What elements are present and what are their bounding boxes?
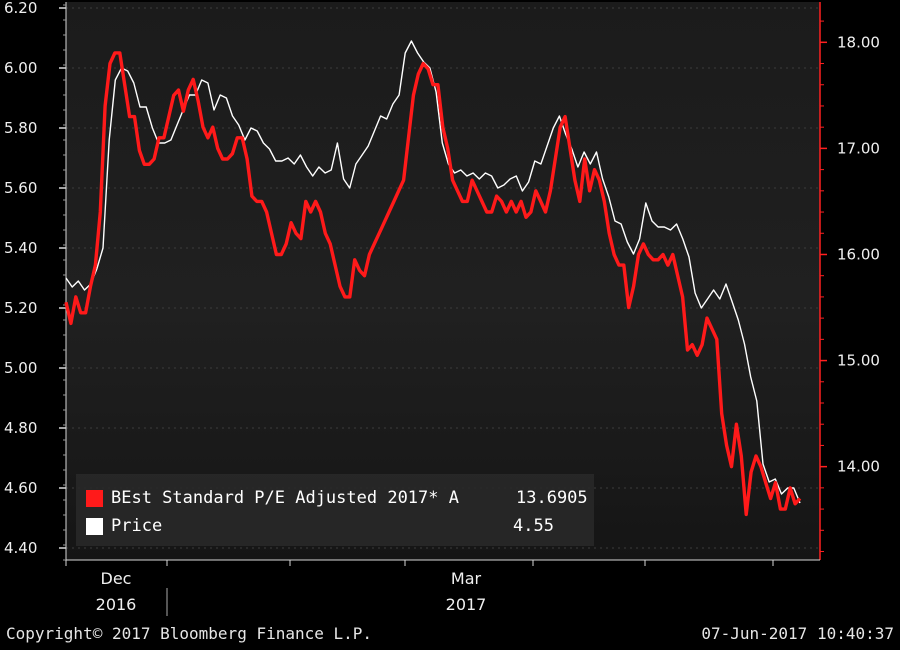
left-axis: 6.20 6.00 5.80 5.60 5.40 5.20 5.00 4.80 4.60 4.40: [4, 0, 66, 561]
legend-value-pe: 13.6905: [516, 488, 588, 508]
left-tick-label: 6.00: [4, 59, 37, 77]
legend-label-pe: BEst Standard P/E Adjusted 2017* A: [111, 488, 459, 508]
right-tick-label: 18.00: [837, 33, 880, 51]
right-tick-label: 16.00: [837, 245, 880, 263]
x-month-label: Dec: [101, 569, 132, 588]
timestamp-text: 07-Jun-2017 10:40:37: [701, 624, 894, 643]
left-tick-label: 4.60: [4, 479, 37, 497]
left-tick-label: 6.20: [4, 0, 37, 17]
legend-swatch-pe: [86, 490, 103, 507]
x-year-label: 2017: [446, 595, 487, 614]
right-tick-label: 17.00: [837, 139, 880, 157]
x-year-label: 2016: [96, 595, 137, 614]
legend-label-price: Price: [111, 516, 163, 536]
legend-value-price: 4.55: [513, 516, 554, 536]
left-tick-label: 5.80: [4, 119, 37, 137]
left-tick-label: 5.40: [4, 239, 37, 257]
legend-swatch-price: [86, 518, 103, 535]
left-tick-label: 5.20: [4, 299, 37, 317]
copyright-text: Copyright© 2017 Bloomberg Finance L.P.: [6, 624, 373, 643]
right-axis: 18.00 17.00 16.00 15.00 14.00: [820, 20, 880, 553]
series-layer: [64, 40, 802, 517]
x-month-label: Mar: [451, 569, 482, 588]
left-tick-label: 4.40: [4, 539, 37, 557]
legend: BEst Standard P/E Adjusted 2017* A 13.69…: [76, 474, 594, 546]
left-tick-label: 5.60: [4, 179, 37, 197]
right-tick-label: 14.00: [837, 458, 880, 476]
series-line-pe: [64, 51, 802, 517]
x-axis: Dec 2016 Mar 2017: [65, 560, 774, 616]
left-tick-label: 5.00: [4, 359, 37, 377]
right-tick-label: 15.00: [837, 352, 880, 370]
left-tick-label: 4.80: [4, 419, 37, 437]
